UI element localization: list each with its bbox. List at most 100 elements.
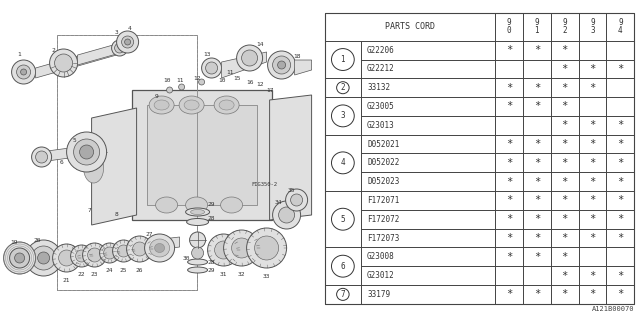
Bar <box>523 41 551 60</box>
Text: 5: 5 <box>340 215 345 224</box>
Bar <box>523 60 551 78</box>
Ellipse shape <box>154 100 169 110</box>
Bar <box>607 210 634 228</box>
Text: *: * <box>561 120 568 130</box>
Bar <box>607 41 634 60</box>
Bar <box>579 60 607 78</box>
Text: 1: 1 <box>340 55 345 64</box>
Text: 19: 19 <box>10 239 17 244</box>
Text: *: * <box>506 196 512 205</box>
Text: 11: 11 <box>226 69 234 75</box>
Bar <box>579 172 607 191</box>
Bar <box>579 41 607 60</box>
Bar <box>495 172 523 191</box>
Bar <box>607 78 634 97</box>
Text: 9
0: 9 0 <box>507 18 511 35</box>
Ellipse shape <box>188 259 207 265</box>
Text: 17: 17 <box>266 87 273 92</box>
Text: G23012: G23012 <box>367 271 395 280</box>
Bar <box>361 97 495 116</box>
Bar <box>551 12 579 41</box>
Circle shape <box>17 65 31 79</box>
Bar <box>495 135 523 154</box>
Bar <box>523 285 551 304</box>
Text: *: * <box>617 139 623 149</box>
Text: G23008: G23008 <box>367 252 395 261</box>
Text: 5: 5 <box>73 138 76 142</box>
Text: 6: 6 <box>60 159 63 164</box>
Ellipse shape <box>188 267 207 273</box>
Polygon shape <box>147 105 257 205</box>
Text: *: * <box>506 158 512 168</box>
Text: 34: 34 <box>275 201 282 205</box>
Bar <box>579 135 607 154</box>
Text: D052021: D052021 <box>367 140 399 148</box>
Circle shape <box>115 43 125 53</box>
Circle shape <box>52 244 81 272</box>
Text: *: * <box>561 101 568 111</box>
Text: G22212: G22212 <box>367 64 395 73</box>
Circle shape <box>100 243 120 263</box>
Text: *: * <box>617 271 623 281</box>
Text: 35: 35 <box>288 188 295 193</box>
Bar <box>551 285 579 304</box>
Text: 3: 3 <box>340 111 345 120</box>
Circle shape <box>255 236 278 260</box>
Bar <box>495 285 523 304</box>
Circle shape <box>76 250 88 262</box>
Bar <box>495 116 523 135</box>
Bar <box>607 154 634 172</box>
Bar <box>523 266 551 285</box>
Text: *: * <box>589 196 596 205</box>
Text: 9: 9 <box>155 94 159 100</box>
Text: 7: 7 <box>340 290 345 299</box>
Bar <box>607 12 634 41</box>
Circle shape <box>31 147 52 167</box>
Ellipse shape <box>187 219 209 226</box>
Ellipse shape <box>186 197 207 213</box>
Text: 9
4: 9 4 <box>618 18 623 35</box>
Bar <box>607 285 634 304</box>
Text: 31: 31 <box>220 271 227 276</box>
Bar <box>495 210 523 228</box>
Text: 28: 28 <box>208 215 215 220</box>
Bar <box>325 41 361 78</box>
Bar <box>325 285 361 304</box>
Text: F172071: F172071 <box>367 196 399 205</box>
Circle shape <box>191 247 204 259</box>
Text: 33179: 33179 <box>367 290 390 299</box>
Circle shape <box>67 132 107 172</box>
Text: G22206: G22206 <box>367 46 395 55</box>
FancyBboxPatch shape <box>132 90 271 220</box>
Bar <box>495 191 523 210</box>
Text: *: * <box>589 158 596 168</box>
Text: 28: 28 <box>208 260 215 265</box>
Text: 9
1: 9 1 <box>534 18 539 35</box>
Text: 1: 1 <box>18 52 22 58</box>
Bar <box>523 97 551 116</box>
Ellipse shape <box>214 96 239 114</box>
Text: 16: 16 <box>246 79 253 84</box>
Polygon shape <box>294 60 312 75</box>
Bar <box>523 135 551 154</box>
Circle shape <box>10 248 29 268</box>
Text: 12: 12 <box>256 83 263 87</box>
Text: *: * <box>506 233 512 243</box>
Circle shape <box>189 232 205 248</box>
Bar <box>495 60 523 78</box>
Circle shape <box>241 50 257 66</box>
Circle shape <box>15 253 24 263</box>
Text: G23005: G23005 <box>367 102 395 111</box>
Circle shape <box>116 31 139 53</box>
Text: *: * <box>561 233 568 243</box>
Bar <box>523 154 551 172</box>
Bar <box>361 172 495 191</box>
Text: 20: 20 <box>34 237 42 243</box>
Text: *: * <box>506 252 512 262</box>
Circle shape <box>113 240 134 262</box>
Circle shape <box>237 45 262 71</box>
Text: 27: 27 <box>146 233 154 237</box>
Circle shape <box>38 252 50 264</box>
Bar <box>579 12 607 41</box>
Circle shape <box>207 234 239 266</box>
